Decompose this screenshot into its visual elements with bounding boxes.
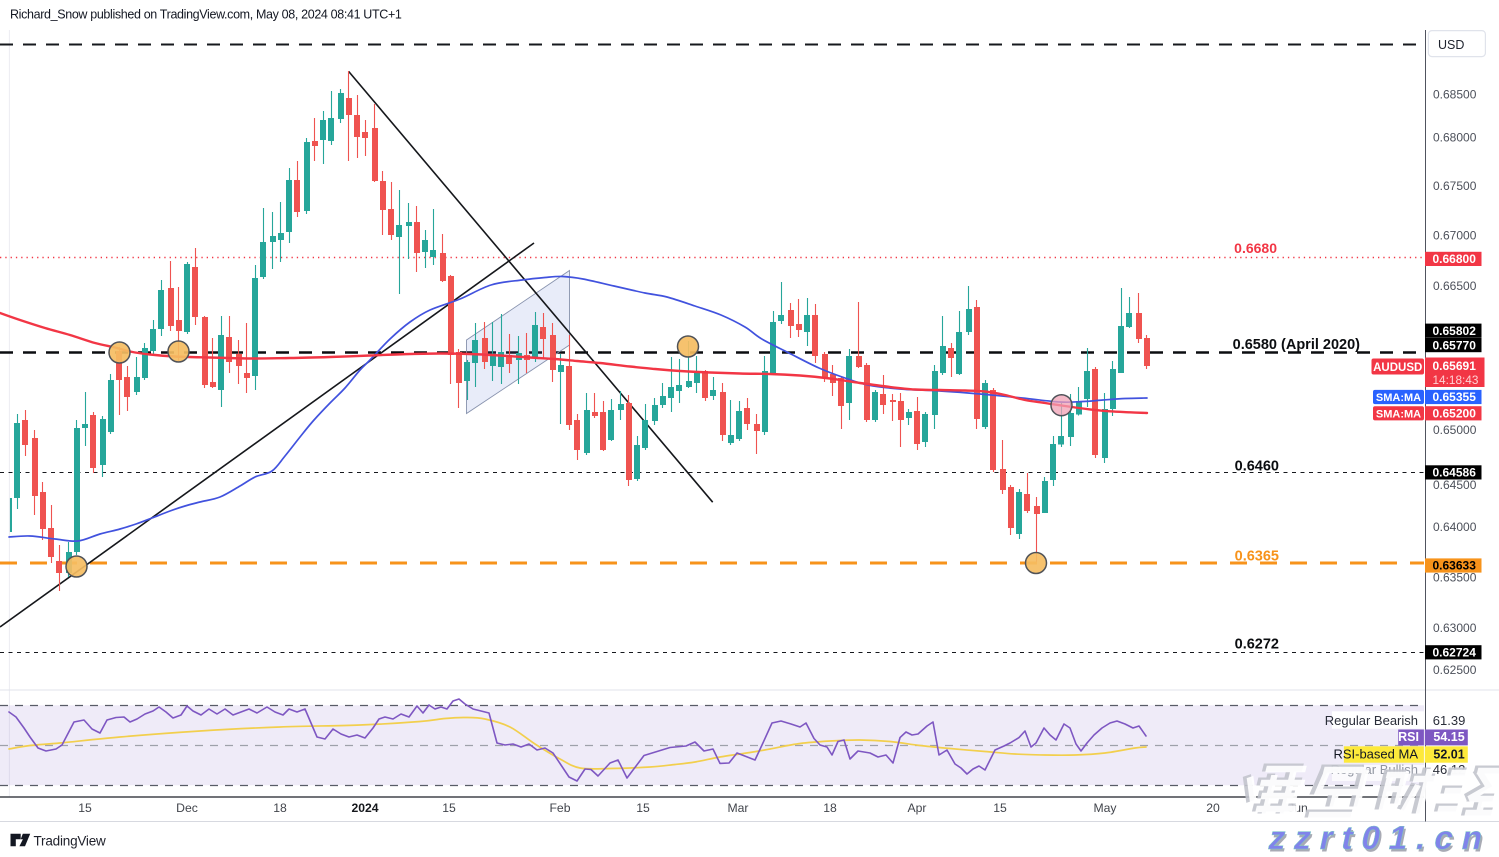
svg-text:RSI-based MA: RSI-based MA	[1333, 747, 1418, 762]
svg-text:0.66500: 0.66500	[1433, 279, 1477, 293]
svg-text:zzrt01.cn: zzrt01.cn	[1267, 823, 1497, 857]
svg-text:15: 15	[993, 801, 1007, 815]
svg-text:0.64000: 0.64000	[1433, 520, 1477, 534]
svg-text:14:18:43: 14:18:43	[1433, 373, 1479, 387]
svg-text:52.01: 52.01	[1433, 748, 1464, 762]
svg-text:15: 15	[78, 801, 92, 815]
svg-text:TradingView: TradingView	[34, 834, 107, 849]
svg-text:Richard_Snow published on Trad: Richard_Snow published on TradingView.co…	[10, 8, 402, 22]
svg-text:0.63633: 0.63633	[1433, 559, 1477, 573]
svg-text:Mar: Mar	[728, 801, 749, 815]
svg-text:0.63500: 0.63500	[1433, 571, 1477, 585]
svg-text:0.67500: 0.67500	[1433, 179, 1477, 193]
svg-text:54.15: 54.15	[1433, 730, 1464, 744]
svg-text:2024: 2024	[351, 801, 378, 815]
svg-text:0.65200: 0.65200	[1433, 407, 1477, 421]
svg-text:Feb: Feb	[549, 801, 570, 815]
svg-text:May: May	[1093, 801, 1117, 815]
svg-text:0.6680: 0.6680	[1234, 240, 1277, 256]
svg-text:0.64500: 0.64500	[1433, 478, 1477, 492]
svg-text:SMA:MA: SMA:MA	[1376, 408, 1421, 420]
svg-text:0.68000: 0.68000	[1433, 130, 1477, 144]
svg-text:0.66800: 0.66800	[1433, 252, 1477, 266]
svg-text:0.6460: 0.6460	[1235, 459, 1279, 475]
svg-text:0.65691: 0.65691	[1433, 359, 1477, 373]
svg-text:61.39: 61.39	[1433, 713, 1466, 728]
svg-text:USD: USD	[1438, 38, 1464, 52]
svg-text:0.6365: 0.6365	[1235, 549, 1279, 565]
svg-text:0.68500: 0.68500	[1433, 88, 1477, 102]
svg-text:Apr: Apr	[908, 801, 927, 815]
svg-text:18: 18	[823, 801, 837, 815]
svg-text:0.6580 (April 2020): 0.6580 (April 2020)	[1233, 337, 1361, 353]
svg-text:18: 18	[273, 801, 287, 815]
svg-text:0.65802: 0.65802	[1433, 324, 1477, 338]
svg-text:15: 15	[442, 801, 456, 815]
svg-text:0.6272: 0.6272	[1235, 637, 1279, 653]
svg-text:zzrt01.cn: zzrt01.cn	[1265, 820, 1495, 857]
svg-text:0.65000: 0.65000	[1433, 423, 1477, 437]
svg-text:Regular Bearish: Regular Bearish	[1325, 713, 1418, 728]
svg-text:20: 20	[1206, 801, 1220, 815]
svg-text:Dec: Dec	[176, 801, 198, 815]
svg-text:15: 15	[636, 801, 650, 815]
svg-text:AUDUSD: AUDUSD	[1373, 362, 1422, 374]
svg-text:0.65355: 0.65355	[1433, 390, 1477, 404]
svg-text:0.62500: 0.62500	[1433, 663, 1477, 677]
svg-text:0.63000: 0.63000	[1433, 621, 1477, 635]
svg-text:0.67000: 0.67000	[1433, 229, 1477, 243]
svg-text:SMA:MA: SMA:MA	[1376, 392, 1421, 404]
svg-text:0.62724: 0.62724	[1433, 646, 1477, 660]
svg-text:0.64586: 0.64586	[1433, 466, 1477, 480]
svg-text:0.65770: 0.65770	[1433, 338, 1477, 352]
svg-text:RSI: RSI	[1398, 730, 1419, 744]
